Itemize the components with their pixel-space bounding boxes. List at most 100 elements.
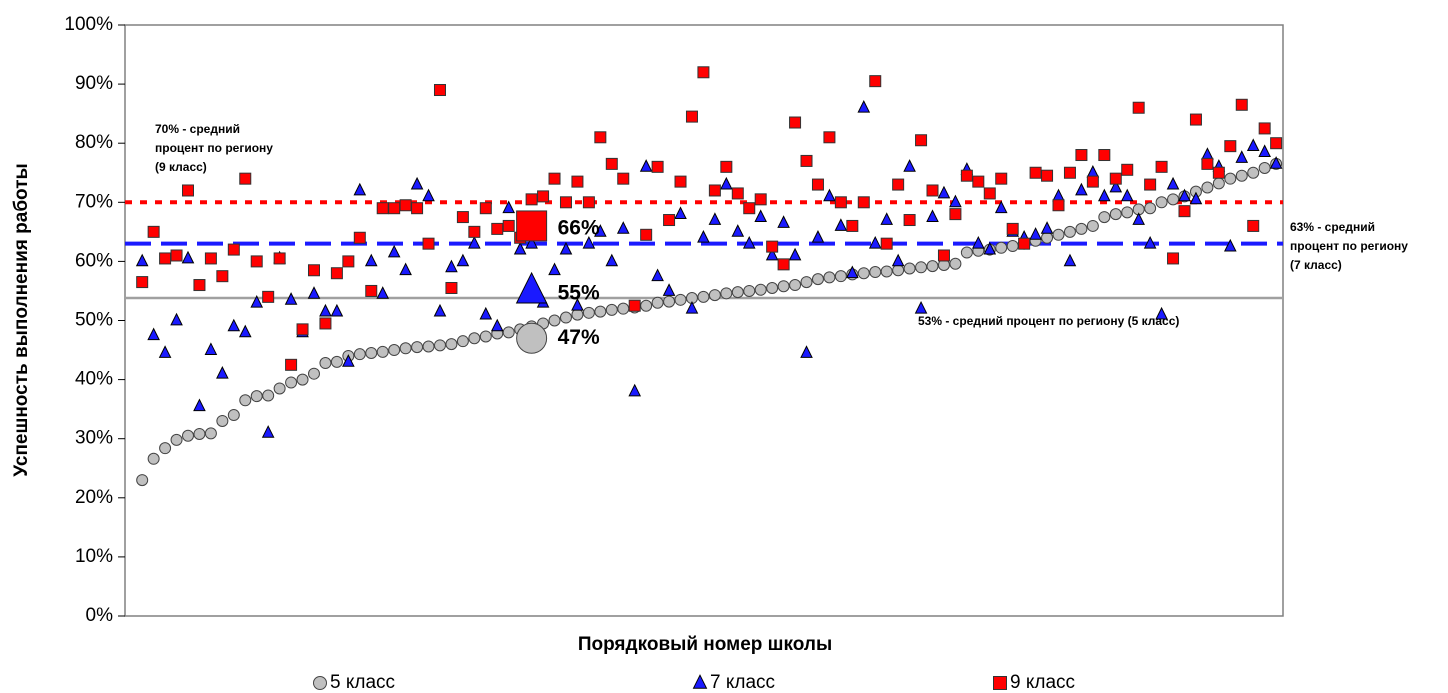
point — [193, 427, 206, 440]
point — [456, 335, 469, 348]
point — [1098, 149, 1111, 162]
point — [159, 252, 172, 265]
point — [594, 305, 607, 318]
point — [880, 265, 893, 278]
point — [537, 190, 550, 203]
point — [674, 175, 687, 188]
point — [147, 327, 160, 341]
point — [697, 230, 710, 243]
point — [1132, 101, 1145, 114]
point — [742, 235, 756, 249]
point — [1178, 205, 1191, 218]
point — [319, 303, 332, 317]
point — [1109, 208, 1122, 221]
point — [1224, 238, 1237, 252]
point — [1075, 222, 1088, 235]
point — [972, 235, 985, 249]
point — [651, 160, 664, 173]
point — [353, 182, 367, 196]
point — [204, 342, 218, 355]
point — [262, 290, 275, 303]
point — [433, 84, 446, 97]
point — [628, 383, 642, 397]
point — [1178, 188, 1191, 202]
point — [869, 266, 882, 279]
point — [307, 264, 320, 277]
point — [147, 452, 160, 465]
point — [1041, 169, 1054, 182]
point — [1075, 149, 1088, 162]
point — [502, 326, 515, 339]
legend-marker — [993, 676, 1007, 690]
point — [720, 160, 733, 173]
point — [903, 262, 916, 275]
point — [376, 345, 389, 358]
point — [1109, 172, 1122, 185]
point — [445, 281, 458, 294]
point — [1247, 166, 1260, 179]
value-label: 66% — [558, 216, 600, 239]
y-tick-label: 10% — [75, 546, 113, 567]
point — [491, 222, 504, 235]
point — [617, 302, 630, 315]
point — [170, 433, 183, 446]
highlight-point — [516, 322, 548, 354]
point — [1155, 160, 1168, 173]
point — [823, 188, 836, 202]
point — [651, 268, 664, 282]
point — [468, 235, 481, 249]
point — [456, 211, 469, 224]
point — [502, 219, 515, 232]
point — [1040, 221, 1054, 234]
point — [582, 196, 595, 209]
point — [766, 240, 779, 253]
point — [571, 308, 584, 321]
point — [204, 252, 217, 265]
point — [559, 241, 573, 255]
point — [857, 267, 870, 280]
point — [949, 208, 962, 221]
point — [674, 206, 687, 220]
point — [972, 175, 985, 188]
point — [1018, 237, 1031, 250]
legend-label: 9 класс — [1010, 672, 1075, 693]
point — [387, 244, 401, 258]
point — [892, 264, 905, 277]
point — [227, 318, 241, 332]
point — [868, 235, 882, 249]
point — [983, 187, 996, 200]
point — [777, 215, 790, 228]
point — [330, 303, 344, 317]
highlight-point — [515, 271, 548, 304]
point — [731, 286, 744, 299]
point — [1063, 253, 1077, 267]
point — [1006, 240, 1019, 253]
point — [834, 270, 847, 283]
point — [663, 295, 676, 308]
point — [422, 188, 435, 202]
point — [342, 255, 355, 268]
point — [204, 427, 217, 440]
point — [640, 299, 653, 312]
point — [468, 225, 481, 238]
point — [1155, 196, 1168, 209]
point — [903, 159, 916, 172]
point — [834, 196, 847, 209]
point — [1098, 188, 1111, 202]
point — [949, 194, 962, 208]
point — [376, 202, 389, 215]
point — [1235, 169, 1248, 182]
y-tick-label: 70% — [75, 191, 113, 212]
point — [788, 247, 802, 261]
point — [411, 202, 424, 215]
point — [261, 425, 275, 438]
y-tick-label: 80% — [75, 132, 113, 153]
point — [582, 306, 595, 319]
point — [628, 299, 641, 312]
point — [296, 373, 309, 386]
point — [158, 345, 172, 358]
point — [399, 262, 412, 276]
annotation: (9 класс) — [155, 160, 207, 174]
point — [994, 200, 1008, 214]
point — [880, 212, 894, 225]
